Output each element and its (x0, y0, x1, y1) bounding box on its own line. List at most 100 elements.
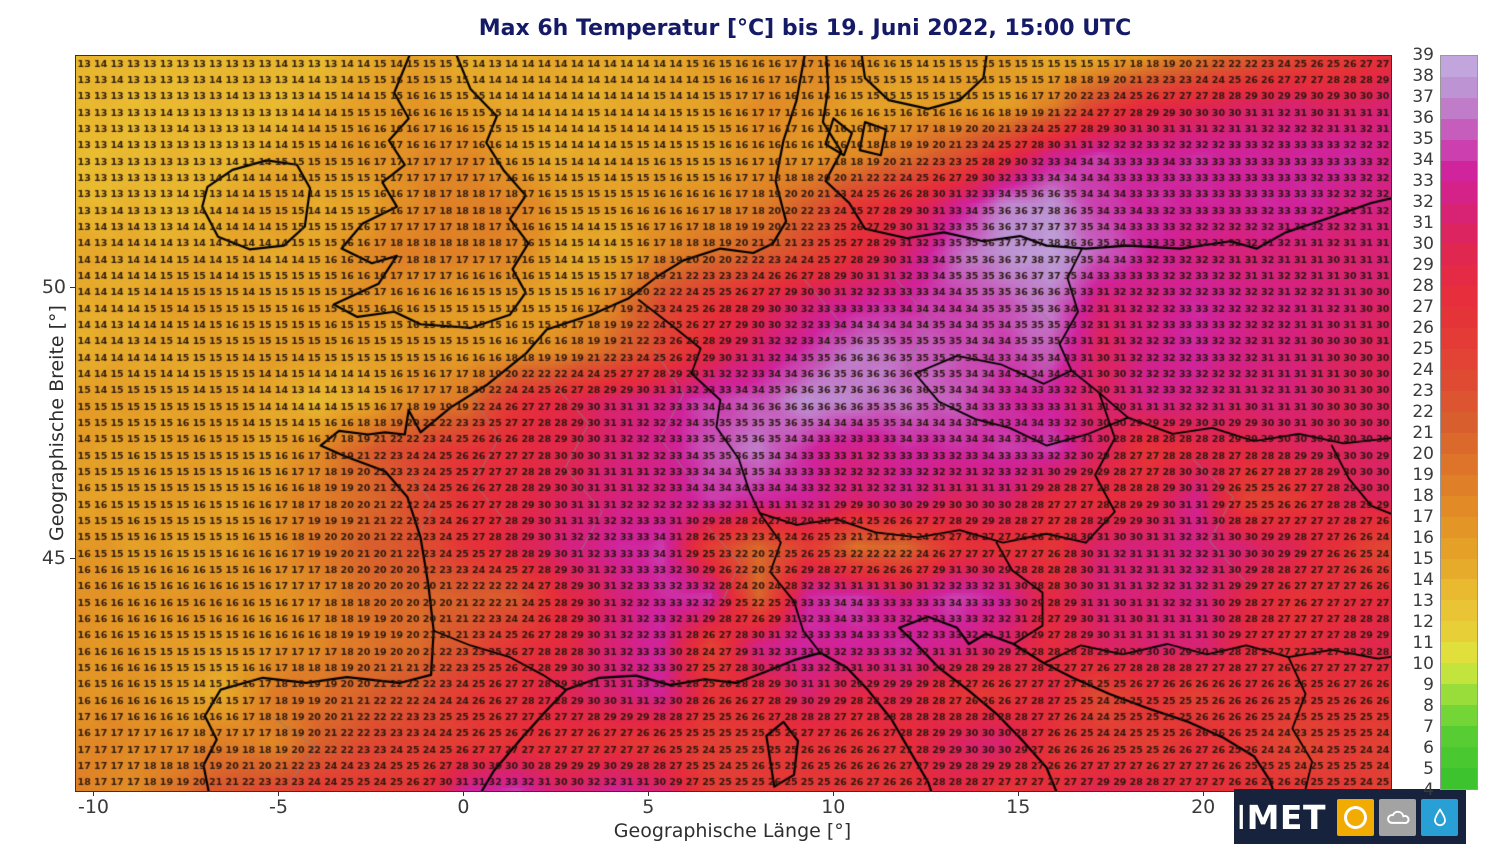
colorbar-tick-label: 11 (1412, 633, 1434, 653)
colorbar-segment (1441, 642, 1477, 664)
colorbar-tick-label: 20 (1412, 444, 1434, 464)
colorbar-tick-label: 27 (1412, 297, 1434, 317)
colorbar-segment (1441, 600, 1477, 622)
colorbar-tick-label: 4 (1423, 780, 1434, 800)
colorbar-tick-label: 24 (1412, 360, 1434, 380)
x-tick-mark (1018, 791, 1020, 796)
colorbar-segment (1441, 411, 1477, 433)
colorbar-tick-label: 38 (1412, 66, 1434, 86)
x-tick-label: -10 (77, 796, 110, 818)
colorbar-segment (1441, 118, 1477, 140)
colorbar-tick-label: 18 (1412, 486, 1434, 506)
colorbar-segment (1441, 307, 1477, 329)
colorbar-segment (1441, 76, 1477, 98)
colorbar-segment (1441, 474, 1477, 496)
colorbar-segment (1441, 684, 1477, 706)
colorbar-segment (1441, 746, 1477, 768)
x-axis-label: Geographische Länge [°] (613, 820, 852, 842)
colorbar-tick-label: 17 (1412, 507, 1434, 527)
colorbar-segment (1441, 391, 1477, 412)
y-tick-label: 50 (41, 276, 66, 299)
y-tick-mark (70, 287, 75, 289)
colorbar-tick-label: 14 (1412, 570, 1434, 590)
colorbar-tick-label: 19 (1412, 465, 1434, 485)
colorbar-segment (1441, 223, 1477, 245)
y-tick-mark (70, 557, 75, 559)
colorbar-segment (1441, 516, 1477, 538)
colorbar-segment (1441, 328, 1477, 350)
y-axis-label: Geographische Breite [°] (46, 305, 68, 541)
colorbar-tick-label: 6 (1423, 738, 1434, 758)
x-tick-label: 15 (1006, 796, 1031, 818)
temperature-colorbar (1440, 55, 1478, 790)
colorbar-tick-label: 35 (1412, 129, 1434, 149)
colorbar-tick-label: 21 (1412, 423, 1434, 443)
x-tick-mark (278, 791, 280, 796)
colorbar-segment (1441, 579, 1477, 601)
colorbar-segment (1441, 495, 1477, 517)
x-tick-label: 5 (642, 796, 655, 818)
colorbar-tick-label: 25 (1412, 339, 1434, 359)
x-tick-mark (648, 791, 650, 796)
colorbar-tick-label: 33 (1412, 171, 1434, 191)
colorbar-tick-label: 26 (1412, 318, 1434, 338)
map-frame: UBIMET (75, 55, 1466, 844)
colorbar-tick-label: 30 (1412, 234, 1434, 254)
x-tick-mark (463, 791, 465, 796)
colorbar-segment (1441, 621, 1477, 643)
temperature-heatmap-canvas (76, 56, 1391, 791)
x-tick-mark (1203, 791, 1205, 796)
colorbar-tick-label: 7 (1423, 717, 1434, 737)
colorbar-segment (1441, 265, 1477, 287)
colorbar-tick-label: 23 (1412, 381, 1434, 401)
y-tick-label: 45 (41, 546, 66, 569)
colorbar-tick-label: 39 (1412, 45, 1434, 65)
droplet-icon (1421, 799, 1458, 836)
colorbar-tick-label: 12 (1412, 612, 1434, 632)
colorbar-segment (1441, 286, 1477, 308)
cloud-icon (1379, 799, 1416, 836)
x-tick-mark (93, 791, 95, 796)
colorbar-tick-label: 13 (1412, 591, 1434, 611)
colorbar-segment (1441, 453, 1477, 475)
colorbar-segment (1441, 558, 1477, 580)
colorbar-segment (1441, 349, 1477, 371)
logo-text-met: MET (1246, 798, 1326, 837)
x-tick-label: 20 (1191, 796, 1216, 818)
colorbar-segment (1441, 537, 1477, 559)
colorbar-segment (1441, 767, 1477, 789)
colorbar-tick-label: 16 (1412, 528, 1434, 548)
chart-title: Max 6h Temperatur [°C] bis 19. Juni 2022… (478, 16, 1132, 41)
colorbar-segment (1441, 370, 1477, 391)
colorbar-tick-label: 36 (1412, 108, 1434, 128)
sun-icon (1337, 799, 1374, 836)
colorbar-tick-label: 29 (1412, 255, 1434, 275)
logo-text-ubi: UBI (1188, 798, 1247, 837)
x-tick-label: -5 (268, 796, 288, 818)
x-tick-label: 0 (457, 796, 470, 818)
colorbar-tick-label: 10 (1412, 654, 1434, 674)
colorbar-tick-label: 31 (1412, 213, 1434, 233)
colorbar-segment (1441, 56, 1477, 77)
colorbar-tick-label: 34 (1412, 150, 1434, 170)
colorbar-tick-label: 9 (1423, 675, 1434, 695)
ubimet-logo-text: UBIMET (1189, 801, 1326, 834)
colorbar-segment (1441, 160, 1477, 182)
colorbar-tick-label: 37 (1412, 87, 1434, 107)
colorbar-segment (1441, 97, 1477, 119)
colorbar-segment (1441, 202, 1477, 224)
colorbar-tick-label: 28 (1412, 276, 1434, 296)
colorbar-segment (1441, 139, 1477, 161)
colorbar-tick-label: 32 (1412, 192, 1434, 212)
colorbar-segment (1441, 705, 1477, 726)
colorbar-segment (1441, 663, 1477, 685)
x-tick-mark (833, 791, 835, 796)
colorbar-segment (1441, 432, 1477, 454)
colorbar-segment (1441, 726, 1477, 747)
colorbar-tick-label: 22 (1412, 402, 1434, 422)
colorbar-tick-label: 15 (1412, 549, 1434, 569)
colorbar-tick-label: 5 (1423, 759, 1434, 779)
colorbar-segment (1441, 181, 1477, 203)
colorbar-segment (1441, 244, 1477, 266)
